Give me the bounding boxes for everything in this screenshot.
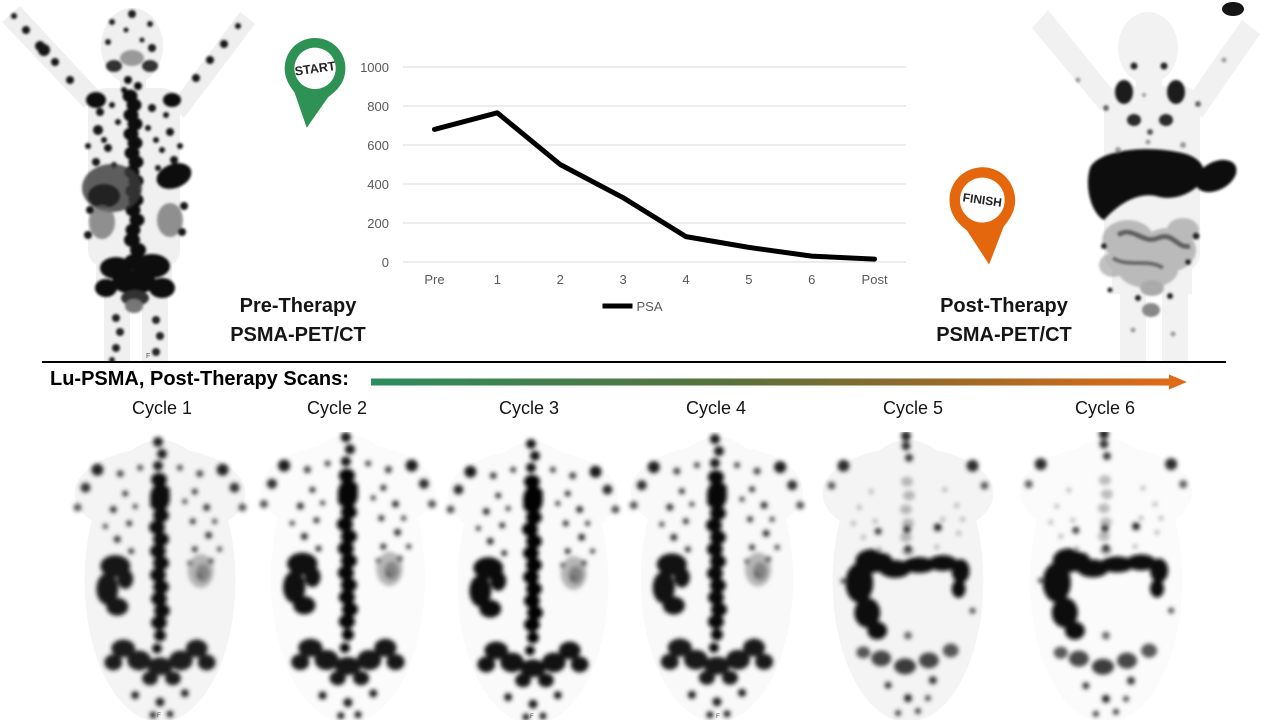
svg-text:800: 800 (367, 99, 389, 114)
cycle-2-scan-image (253, 432, 443, 720)
cycle-4-scan-image: F (622, 432, 812, 720)
cycle-6-scan-image (1008, 432, 1198, 720)
svg-text:4: 4 (682, 272, 689, 287)
svg-text:Pre: Pre (424, 272, 444, 287)
finish-pin-label: FINISH (962, 190, 1003, 209)
cycle-3-scan-image: F (435, 432, 625, 720)
svg-text:3: 3 (619, 272, 626, 287)
psa-line-chart: 0 200 400 600 800 1000 Pre 1 2 3 4 5 6 Post PSA (360, 60, 906, 314)
pre-therapy-scan-image: F (2, 6, 255, 362)
start-pin-label: START (294, 59, 337, 79)
cycle-1-scan-image: F (65, 432, 255, 720)
svg-text:6: 6 (808, 272, 815, 287)
cycle-5-scan-image (813, 432, 1003, 720)
post-scan-uptake (1075, 57, 1237, 337)
post-therapy-title-line1: Post-Therapy (940, 295, 1068, 317)
orientation-marker: F (157, 712, 161, 719)
cycle-5-label: Cycle 5 (882, 398, 944, 418)
timeline-title: Lu-PSMA, Post-Therapy Scans: (50, 368, 349, 390)
post-therapy-title: Post-Therapy PSMA-PET/CT (906, 292, 1102, 350)
cycle-timeline-arrow-icon (371, 374, 1187, 390)
finish-pin-icon: FINISH (949, 167, 1016, 265)
svg-text:0: 0 (382, 255, 389, 270)
pre-therapy-title-line1: Pre-Therapy (239, 295, 357, 317)
post-therapy-title-line2: PSMA-PET/CT (936, 324, 1072, 346)
pre-therapy-title: Pre-Therapy PSMA-PET/CT (200, 292, 396, 350)
pre-scan-lesions (11, 10, 241, 362)
orientation-marker: F (716, 713, 720, 720)
orientation-marker: F (530, 713, 534, 720)
start-pin-icon: START (284, 38, 346, 128)
svg-text:600: 600 (367, 138, 389, 153)
post-therapy-scan-image (1032, 2, 1260, 362)
svg-text:5: 5 (745, 272, 752, 287)
cycle-2-label: Cycle 2 (306, 398, 368, 418)
svg-text:400: 400 (367, 177, 389, 192)
section-divider (42, 361, 1226, 363)
cycle-6-label: Cycle 6 (1074, 398, 1136, 418)
orientation-marker: F (146, 353, 150, 360)
svg-text:2: 2 (557, 272, 564, 287)
cycle-3-label: Cycle 3 (498, 398, 560, 418)
svg-text:200: 200 (367, 216, 389, 231)
svg-text:PSA: PSA (637, 299, 663, 314)
cycle-1-label: Cycle 1 (131, 398, 193, 418)
svg-text:1: 1 (494, 272, 501, 287)
pre-therapy-title-line2: PSMA-PET/CT (230, 324, 366, 346)
cycle-4-label: Cycle 4 (685, 398, 747, 418)
svg-text:Post: Post (862, 272, 888, 287)
svg-text:1000: 1000 (360, 60, 389, 75)
